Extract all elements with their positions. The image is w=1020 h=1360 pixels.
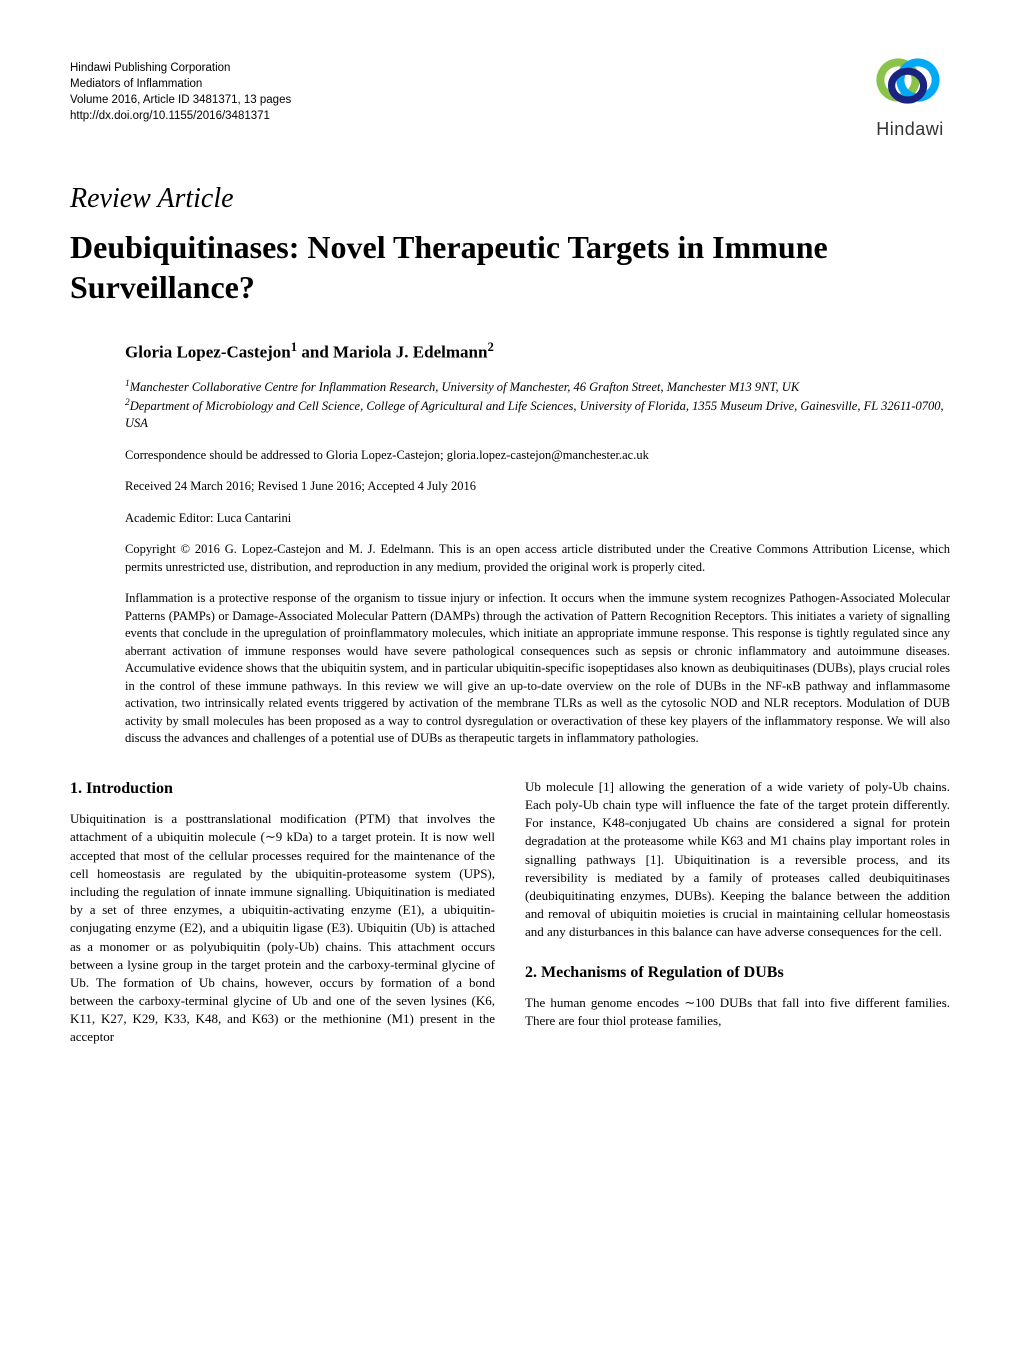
logo-text: Hindawi	[870, 117, 950, 142]
intro-paragraph-right: Ub molecule [1] allowing the generation …	[525, 778, 950, 942]
affiliations: 1Manchester Collaborative Centre for Inf…	[70, 378, 950, 433]
article-type: Review Article	[70, 179, 950, 218]
publisher-name: Hindawi Publishing Corporation	[70, 60, 950, 76]
abstract: Inflammation is a protective response of…	[70, 590, 950, 748]
section-1-heading: 1. Introduction	[70, 778, 495, 800]
journal-name: Mediators of Inflammation	[70, 76, 950, 92]
body-columns: 1. Introduction Ubiquitination is a post…	[70, 778, 950, 1047]
publisher-logo: Hindawi	[870, 50, 950, 143]
volume-info: Volume 2016, Article ID 3481371, 13 page…	[70, 92, 950, 108]
correspondence: Correspondence should be addressed to Gl…	[70, 447, 950, 465]
academic-editor: Academic Editor: Luca Cantarini	[70, 510, 950, 528]
section-2-heading: 2. Mechanisms of Regulation of DUBs	[525, 962, 950, 984]
publisher-info: Hindawi Publishing Corporation Mediators…	[70, 60, 950, 124]
intro-paragraph-left: Ubiquitination is a posttranslational mo…	[70, 810, 495, 1046]
hindawi-logo-icon	[870, 50, 950, 110]
left-column: 1. Introduction Ubiquitination is a post…	[70, 778, 495, 1047]
affiliation-line: 2Department of Microbiology and Cell Sci…	[125, 397, 950, 433]
article-title: Deubiquitinases: Novel Therapeutic Targe…	[70, 227, 950, 307]
copyright-notice: Copyright © 2016 G. Lopez-Castejon and M…	[70, 541, 950, 576]
submission-dates: Received 24 March 2016; Revised 1 June 2…	[70, 478, 950, 496]
header-section: Hindawi Publishing Corporation Mediators…	[70, 60, 950, 124]
section-2-paragraph: The human genome encodes ∼100 DUBs that …	[525, 994, 950, 1030]
right-column: Ub molecule [1] allowing the generation …	[525, 778, 950, 1047]
doi-url: http://dx.doi.org/10.1155/2016/3481371	[70, 108, 950, 124]
affiliation-line: 1Manchester Collaborative Centre for Inf…	[125, 378, 950, 397]
authors: Gloria Lopez-Castejon1 and Mariola J. Ed…	[70, 339, 950, 364]
